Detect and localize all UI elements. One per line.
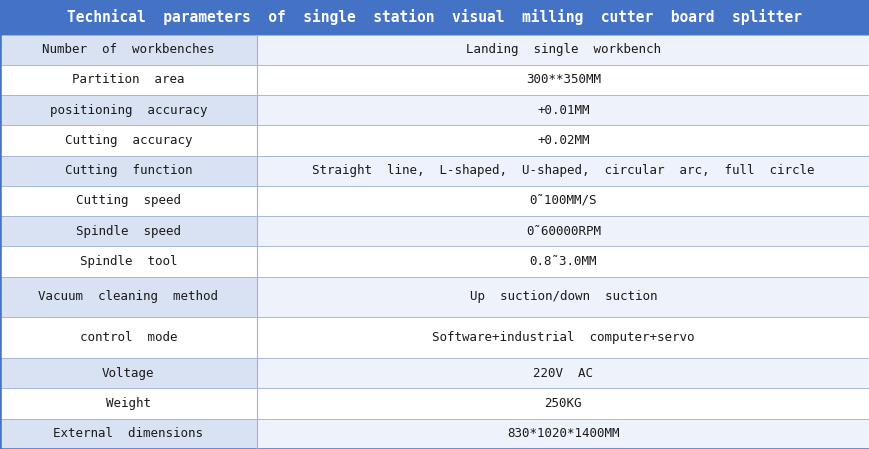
Text: Up  suction/down  suction: Up suction/down suction (469, 291, 656, 304)
Text: Cutting  function: Cutting function (64, 164, 192, 177)
Text: Landing  single  workbench: Landing single workbench (465, 43, 660, 56)
Bar (256, 388, 869, 419)
Text: Cutting  accuracy: Cutting accuracy (64, 134, 192, 147)
Text: Spindle  speed: Spindle speed (76, 224, 181, 238)
Text: Spindle  tool: Spindle tool (79, 255, 177, 268)
Bar (0, 277, 256, 317)
Text: Technical  parameters  of  single  station  visual  milling  cutter  board  spli: Technical parameters of single station v… (68, 9, 801, 25)
Bar (256, 95, 869, 125)
Text: Weight: Weight (106, 397, 150, 410)
Bar (0, 247, 256, 277)
Bar (0, 0, 869, 35)
Bar (256, 65, 869, 95)
Bar (0, 216, 256, 247)
Text: 220V  AC: 220V AC (533, 367, 593, 380)
Bar (256, 125, 869, 155)
Bar (256, 277, 869, 317)
Bar (0, 65, 256, 95)
Bar (256, 317, 869, 358)
Text: Straight  line,  L-shaped,  U-shaped,  circular  arc,  full  circle: Straight line, L-shaped, U-shaped, circu… (312, 164, 813, 177)
Bar (256, 35, 869, 65)
Text: 300**350MM: 300**350MM (525, 74, 600, 87)
Text: Number  of  workbenches: Number of workbenches (42, 43, 215, 56)
Text: control  mode: control mode (79, 331, 177, 344)
Bar (0, 35, 256, 65)
Text: 0.8˜3.0MM: 0.8˜3.0MM (529, 255, 596, 268)
Text: Software+industrial  computer+servo: Software+industrial computer+servo (432, 331, 693, 344)
Bar (0, 155, 256, 186)
Bar (256, 419, 869, 449)
Text: External  dimensions: External dimensions (53, 427, 203, 440)
Text: positioning  accuracy: positioning accuracy (50, 104, 207, 117)
Bar (0, 317, 256, 358)
Text: Vacuum  cleaning  method: Vacuum cleaning method (38, 291, 218, 304)
Text: Cutting  speed: Cutting speed (76, 194, 181, 207)
Bar (256, 216, 869, 247)
Text: 0˜60000RPM: 0˜60000RPM (525, 224, 600, 238)
Bar (0, 95, 256, 125)
Text: 250KG: 250KG (544, 397, 581, 410)
Bar (0, 358, 256, 388)
Text: 830*1020*1400MM: 830*1020*1400MM (507, 427, 619, 440)
Bar (0, 186, 256, 216)
Text: +0.02MM: +0.02MM (536, 134, 589, 147)
Bar (256, 358, 869, 388)
Bar (0, 419, 256, 449)
Text: Voltage: Voltage (102, 367, 155, 380)
Text: Partition  area: Partition area (72, 74, 184, 87)
Text: 0˜100MM/S: 0˜100MM/S (529, 194, 596, 207)
Bar (256, 186, 869, 216)
Bar (256, 155, 869, 186)
Bar (0, 125, 256, 155)
Bar (256, 247, 869, 277)
Bar (0, 388, 256, 419)
Text: +0.01MM: +0.01MM (536, 104, 589, 117)
